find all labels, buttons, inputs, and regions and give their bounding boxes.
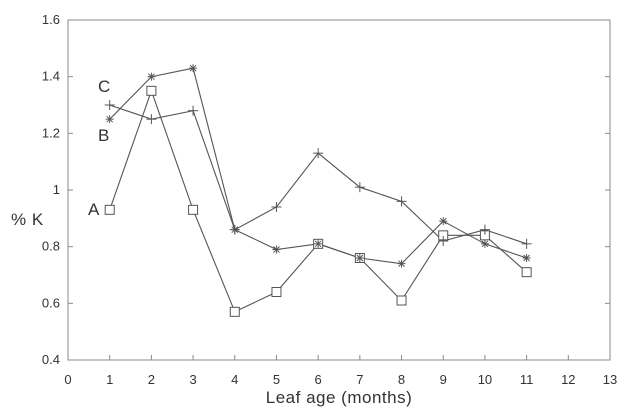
x-tick-label: 3 — [189, 372, 196, 387]
y-tick-label: 1.4 — [42, 69, 60, 84]
series-lines — [109, 67, 527, 313]
data-point-a — [146, 85, 157, 96]
y-tick-label: 1.2 — [42, 125, 60, 140]
series-line-c — [109, 104, 527, 245]
data-point-c — [313, 148, 324, 159]
data-point-c — [521, 238, 532, 249]
x-tick-label: 2 — [148, 372, 155, 387]
data-point-a — [521, 267, 532, 278]
x-tick-label: 8 — [398, 372, 405, 387]
x-tick-label: 6 — [315, 372, 322, 387]
data-point-b — [314, 239, 323, 248]
data-point-c — [396, 196, 407, 207]
data-point-a — [396, 295, 407, 306]
data-point-b — [272, 245, 281, 254]
y-tick-label: 1 — [53, 182, 60, 197]
data-point-c — [438, 236, 449, 246]
data-point-b — [189, 64, 198, 73]
data-point-b — [147, 72, 156, 81]
y-tick-label: 0.6 — [42, 295, 60, 310]
data-point-a — [104, 204, 115, 215]
data-point-b — [355, 254, 364, 262]
data-point-b — [105, 115, 114, 124]
data-point-b — [480, 239, 489, 248]
plot-frame — [67, 19, 611, 361]
x-tick-label: 7 — [356, 372, 363, 387]
y-axis-title: % K — [11, 210, 44, 229]
x-tick-label: 12 — [561, 372, 575, 387]
y-tick-label: 0.4 — [42, 352, 60, 367]
x-axis: 0 1 2 3 4 5 6 7 8 9 10 11 12 13 — [64, 355, 617, 387]
x-tick-label: 1 — [106, 372, 113, 387]
data-point-c — [104, 100, 115, 110]
x-tick-label: 9 — [440, 372, 447, 387]
data-point-b — [397, 259, 406, 268]
series-label-a: A — [88, 200, 100, 219]
series-markers — [104, 64, 532, 317]
x-tick-label: 11 — [520, 372, 534, 387]
data-point-a — [188, 204, 199, 215]
x-tick-label: 5 — [273, 372, 280, 387]
series-label-b: B — [98, 126, 109, 145]
data-point-b — [522, 254, 531, 262]
data-point-a — [271, 287, 282, 297]
x-tick-label: 0 — [64, 372, 71, 387]
data-point-a — [229, 306, 240, 317]
x-tick-label: 10 — [478, 372, 492, 387]
x-tick-label: 4 — [231, 372, 238, 387]
data-point-b — [439, 217, 448, 226]
x-tick-label: 13 — [603, 372, 617, 387]
series-line-b — [109, 67, 527, 265]
data-point-c — [229, 224, 240, 235]
series-line-a — [109, 89, 527, 313]
y-tick-label: 1.6 — [42, 12, 60, 27]
x-axis-title: Leaf age (months) — [266, 388, 412, 407]
data-point-c — [271, 202, 282, 212]
data-point-c — [354, 182, 365, 193]
y-tick-label: 0.8 — [42, 239, 60, 254]
data-point-c — [479, 224, 490, 235]
data-point-c — [188, 105, 199, 116]
data-point-c — [146, 114, 157, 125]
y-axis: 0.4 0.6 0.8 1 1.2 1.4 1.6 — [42, 12, 610, 367]
series-label-c: C — [98, 77, 110, 96]
